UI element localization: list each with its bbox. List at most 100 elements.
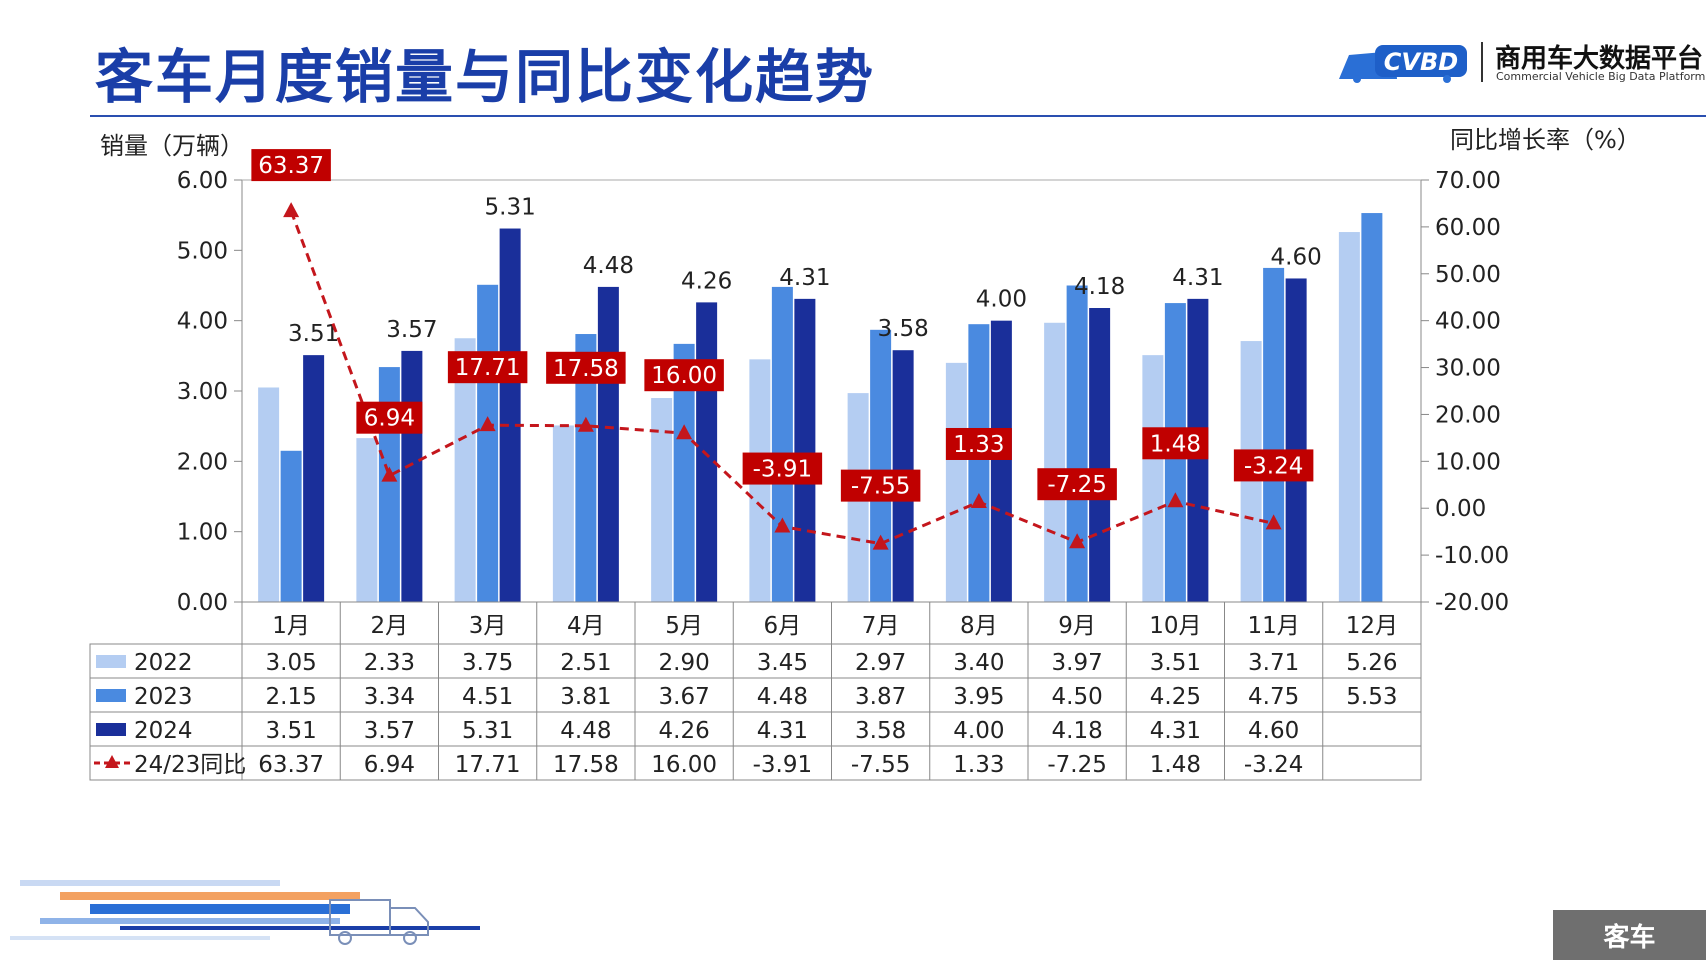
legend-label: 24/23同比 (134, 752, 246, 778)
table-cell: 3.51 (1150, 650, 1201, 676)
yoy-label-box (546, 351, 626, 384)
yoy-label-box (945, 427, 1012, 460)
right-tick-label: 50.00 (1435, 262, 1501, 288)
table-cell: 4.48 (560, 718, 611, 744)
category-label: 4月 (567, 613, 605, 639)
category-label: 3月 (469, 613, 507, 639)
table-cell: 4.51 (462, 684, 513, 710)
yoy-value-label: -3.24 (1244, 453, 1304, 479)
table-cell: 3.95 (953, 684, 1004, 710)
bar-2024-value-label: 4.31 (1172, 265, 1223, 291)
table-cell: 1.48 (1150, 752, 1201, 778)
category-label: 12月 (1346, 613, 1398, 639)
yoy-marker-triangle (577, 416, 594, 432)
logo-mark-text: CVBD (1384, 48, 1458, 76)
table-cell: 17.58 (553, 752, 619, 778)
left-tick-label: 0.00 (177, 590, 228, 616)
logo-name-cn: 商用车大数据平台 (1495, 44, 1704, 74)
truck-logo-icon: CVBD (1339, 45, 1467, 83)
table-cell: 2.33 (364, 650, 415, 676)
table-cell: 3.34 (364, 684, 415, 710)
table-cell: 4.26 (659, 718, 710, 744)
bar-2022 (356, 438, 378, 602)
legend-swatch-2022 (96, 655, 126, 668)
table-cell: 3.97 (1052, 650, 1103, 676)
right-tick-label: 40.00 (1435, 309, 1501, 335)
bar-2024-value-label: 4.00 (976, 287, 1027, 313)
yoy-label-box (251, 149, 331, 182)
left-tick-label: 5.00 (177, 238, 228, 264)
table-cell: -3.91 (753, 752, 813, 778)
yoy-label-box (742, 452, 823, 485)
table-cell: 4.75 (1248, 684, 1299, 710)
table-cell: 2.51 (560, 650, 611, 676)
right-tick-label: 20.00 (1435, 402, 1501, 428)
yoy-value-label: 6.94 (364, 406, 415, 432)
bar-2023 (673, 343, 695, 602)
section-tag: 客车 (1553, 910, 1706, 960)
yoy-marker-triangle (970, 492, 987, 508)
table-cell: 3.51 (266, 718, 317, 744)
legend-marker-yoy (105, 755, 119, 768)
right-tick-label: 10.00 (1435, 449, 1501, 475)
left-tick-label: 3.00 (177, 379, 228, 405)
yoy-marker-triangle (1167, 492, 1184, 508)
yoy-label-box (840, 469, 921, 502)
category-label: 10月 (1149, 613, 1201, 639)
bar-2024-value-label: 4.48 (583, 253, 634, 279)
yoy-value-label: 16.00 (651, 363, 717, 389)
table-cell: 5.26 (1346, 650, 1397, 676)
bar-2024 (990, 320, 1012, 602)
category-label: 2月 (371, 613, 409, 639)
bar-2023 (771, 286, 793, 602)
right-tick-label: -10.00 (1435, 543, 1509, 569)
yoy-marker-triangle (774, 517, 791, 533)
category-label: 1月 (272, 613, 310, 639)
table-cell: 4.18 (1052, 718, 1103, 744)
yoy-value-label: 17.71 (455, 355, 521, 381)
bar-2023 (1066, 285, 1088, 602)
bar-2023 (477, 284, 499, 602)
bar-2024 (696, 302, 718, 602)
bar-2022 (1044, 322, 1066, 602)
right-tick-label: -20.00 (1435, 590, 1509, 616)
table-cell: 5.53 (1346, 684, 1397, 710)
table-cell: 3.45 (757, 650, 808, 676)
category-label: 9月 (1058, 613, 1096, 639)
table-cell: -7.25 (1047, 752, 1107, 778)
bar-2024-value-label: 5.31 (485, 195, 536, 221)
bar-2023 (968, 324, 990, 602)
yoy-label-box (1037, 468, 1117, 501)
table-cell: 1.33 (953, 752, 1004, 778)
yoy-label-box (447, 351, 528, 384)
right-tick-label: 60.00 (1435, 215, 1501, 241)
table-cell: 4.00 (953, 718, 1004, 744)
yoy-marker-triangle (381, 466, 398, 482)
table-cell: 3.57 (364, 718, 415, 744)
left-tick-label: 6.00 (177, 168, 228, 194)
bar-2022 (651, 398, 673, 602)
bar-2024-value-label: 4.26 (681, 268, 732, 294)
table-cell: 4.60 (1248, 718, 1299, 744)
yoy-value-label: -7.55 (851, 474, 911, 500)
table-cell: -3.24 (1244, 752, 1304, 778)
legend-swatch-2024 (96, 723, 126, 736)
left-tick-label: 4.00 (177, 309, 228, 335)
yoy-marker-triangle (1069, 533, 1086, 549)
bar-2024 (1285, 278, 1307, 602)
legend-label: 2022 (134, 650, 193, 676)
category-label: 8月 (960, 613, 998, 639)
table-cell: 4.25 (1150, 684, 1201, 710)
bar-2024 (401, 350, 423, 602)
category-label: 11月 (1247, 613, 1299, 639)
legend-label: 2024 (134, 718, 193, 744)
yoy-label-box (1142, 427, 1209, 460)
legend-swatch-2023 (96, 689, 126, 702)
brand-logo: CVBD 商用车大数据平台 Commercial Vehicle Big Dat… (1335, 38, 1705, 88)
yoy-label-box (1233, 449, 1314, 482)
yoy-marker-triangle (676, 424, 693, 440)
logo-name-en: Commercial Vehicle Big Data Platform (1496, 70, 1706, 83)
bar-2024 (303, 355, 325, 602)
yoy-marker-triangle (872, 534, 889, 550)
